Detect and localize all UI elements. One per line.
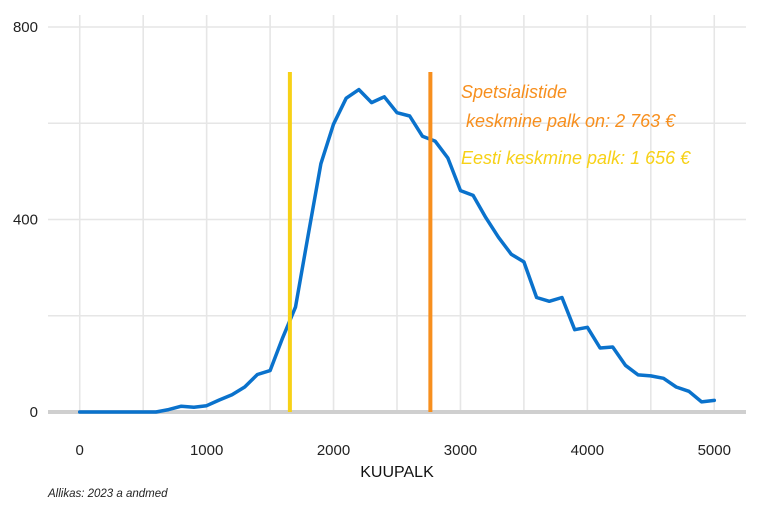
y-axis-ticks: 0 400 800: [13, 19, 38, 421]
x-tick-label: 0: [76, 442, 84, 459]
reference-lines: [287, 72, 433, 412]
x-tick-label: 1000: [190, 442, 223, 459]
annotation-line: Eesti keskmine palk: 1 656 €: [461, 148, 691, 168]
grid-lines: [48, 15, 746, 413]
x-tick-label: 5000: [698, 442, 731, 459]
x-tick-label: 3000: [444, 442, 477, 459]
annotations: Spetsialistide keskmine palk on: 2 763 €…: [461, 82, 691, 168]
y-tick-label: 0: [30, 404, 38, 421]
annotation-text: Eesti keskmine palk: 1 656 €: [461, 148, 691, 168]
annotation-line: keskmine palk on: 2 763 €: [461, 111, 676, 131]
x-axis-ticks: 0 1000 2000 3000 4000 5000: [76, 442, 731, 459]
series-line: [77, 87, 717, 414]
x-axis-label: KUUPALK: [360, 464, 434, 481]
series-group: [77, 87, 717, 414]
annotation-line: Spetsialistide: [461, 82, 567, 102]
annotation-text: Spetsialistide keskmine palk on: 2 763 €: [461, 82, 676, 131]
x-tick-label: 4000: [571, 442, 604, 459]
source-note: Allikas: 2023 a andmed: [48, 488, 168, 500]
y-tick-label: 400: [13, 212, 38, 229]
x-tick-label: 2000: [317, 442, 350, 459]
y-tick-label: 800: [13, 19, 38, 36]
